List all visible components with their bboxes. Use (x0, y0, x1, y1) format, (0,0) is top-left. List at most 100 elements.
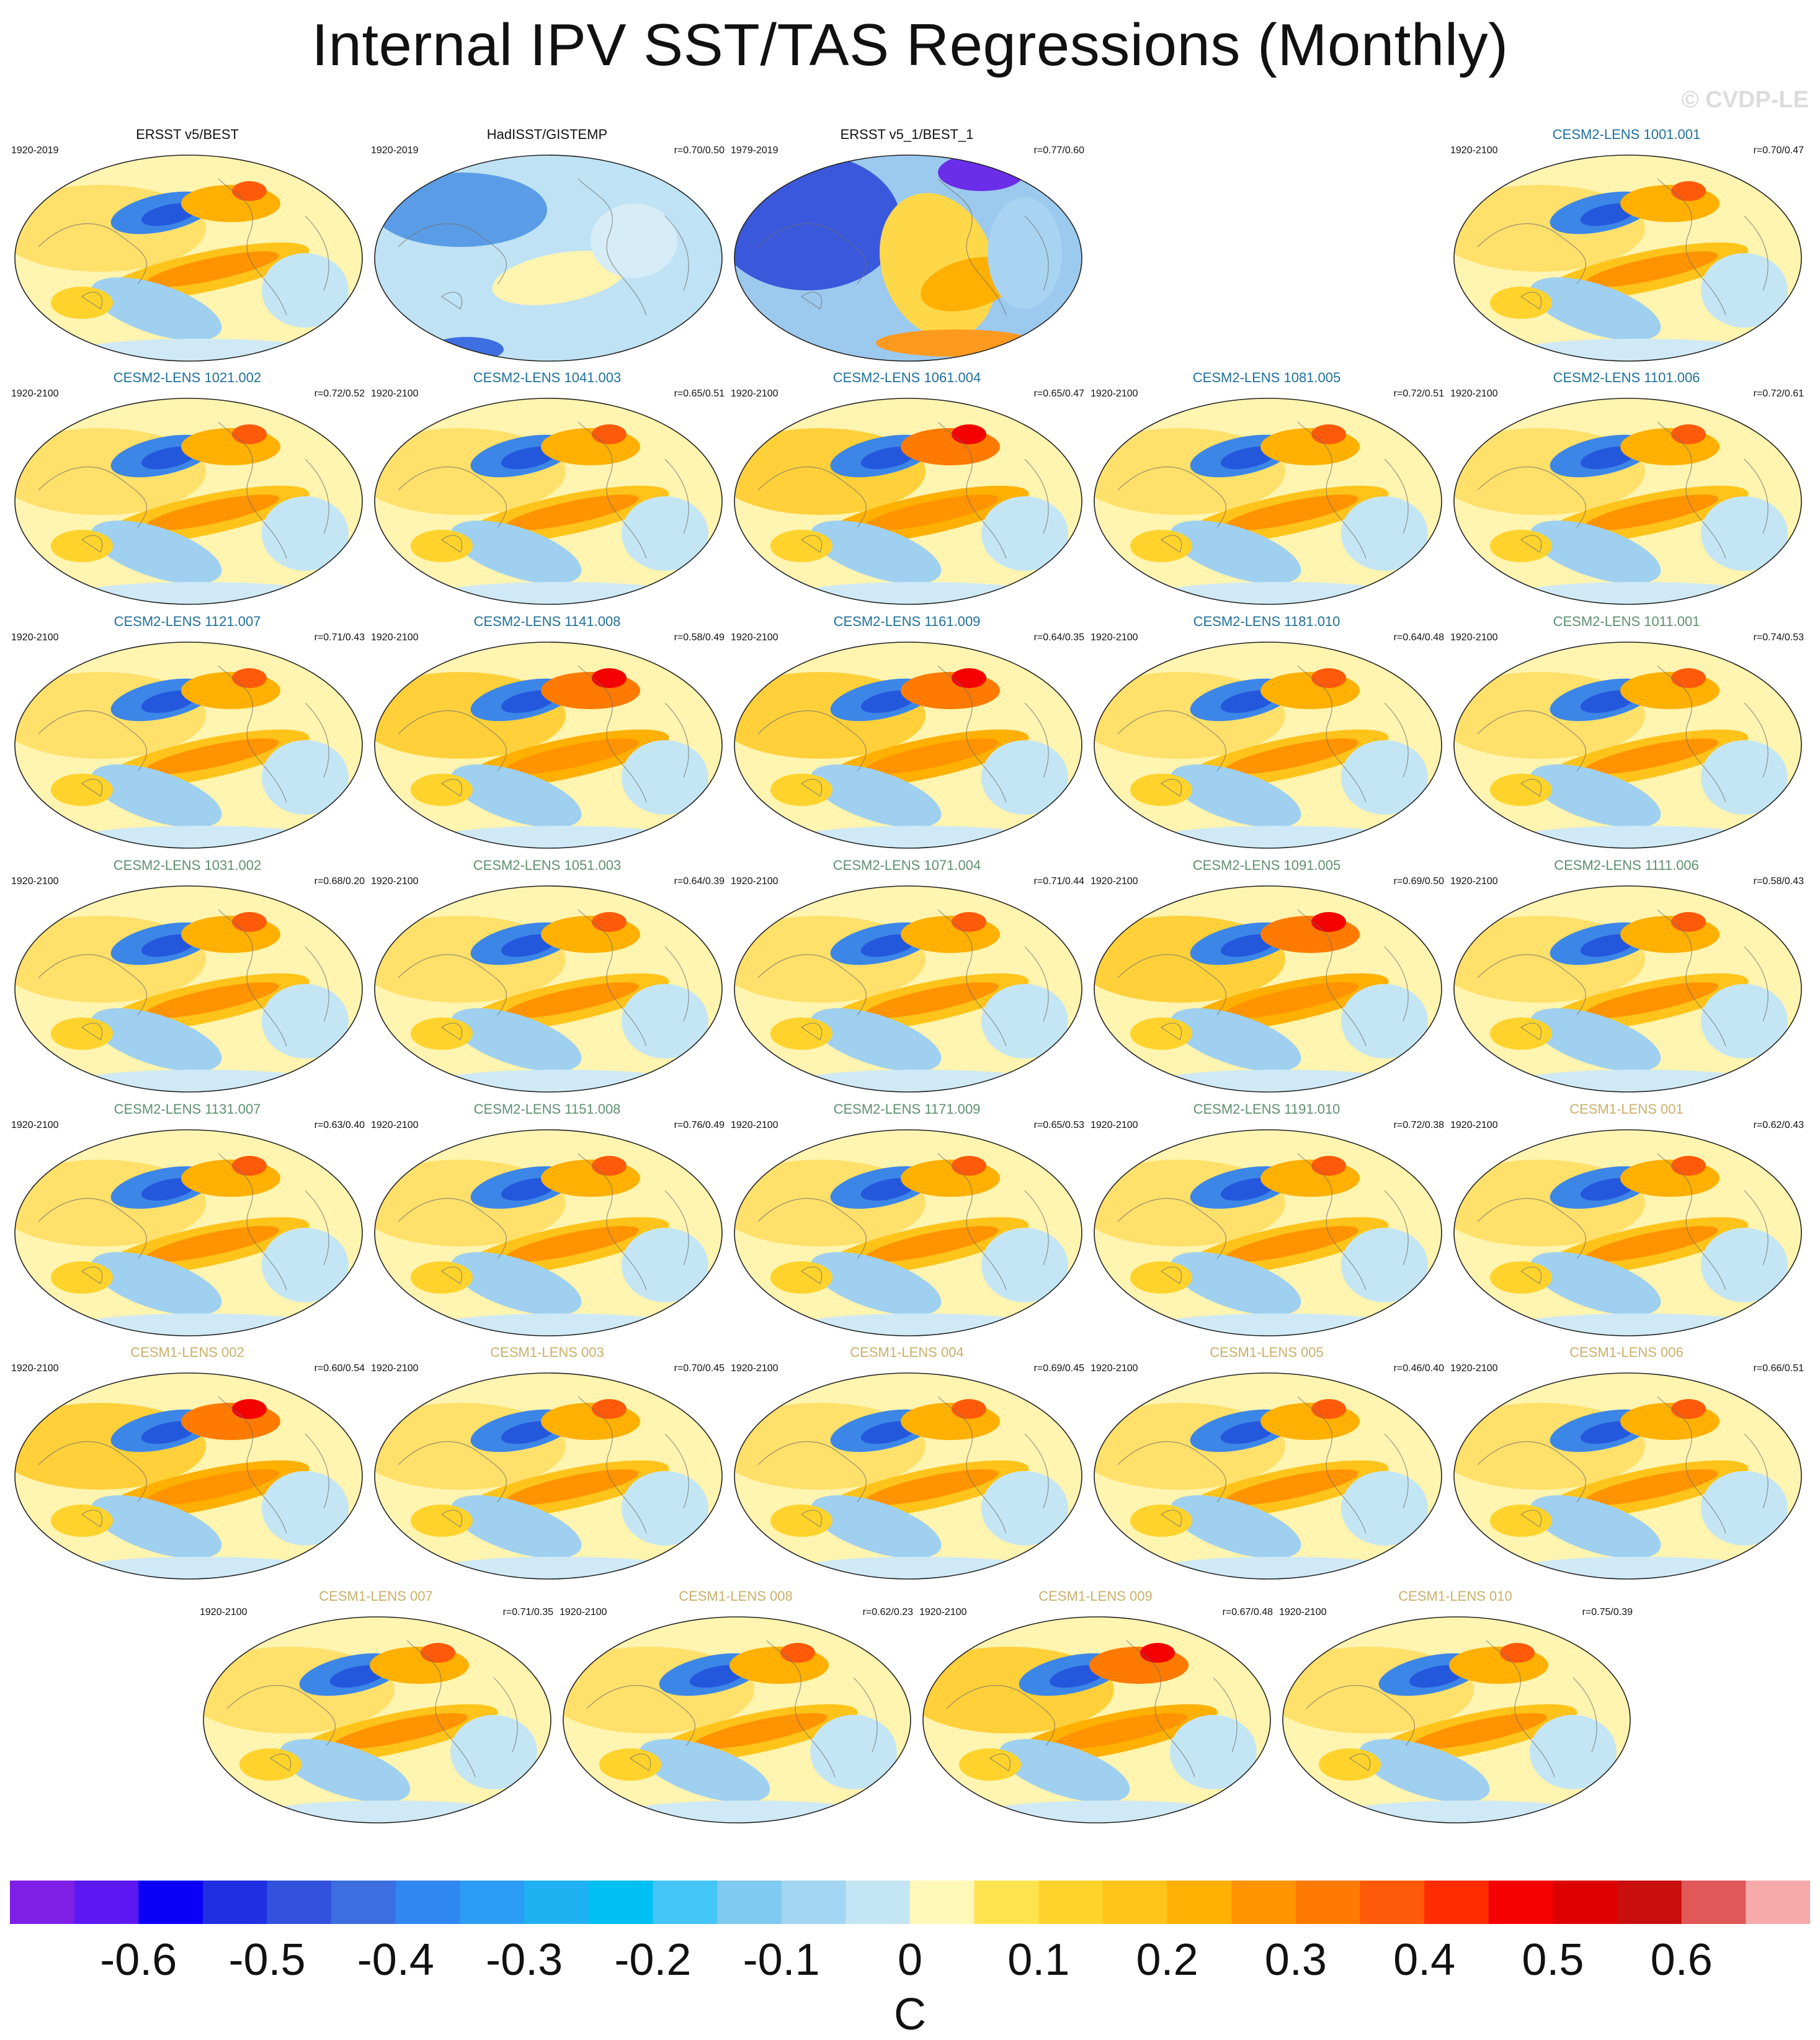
cool-anomaly-south-atlantic (622, 984, 708, 1058)
cold-core-north-pacific (501, 1178, 556, 1201)
cool-anomaly-south-pacific (1358, 1738, 1490, 1803)
coastline (38, 1396, 329, 1534)
warm-core-tropical-pacific (1584, 494, 1718, 530)
panel-period: 1920-2100 (200, 1607, 248, 1617)
panel-correlation: r=0.74/0.53 (1753, 632, 1804, 643)
map-panel: ERSST v5_1/BEST_1 1979-2019 r=0.77/0.60 (727, 127, 1087, 362)
coastline (1477, 178, 1769, 316)
regression-map (1094, 398, 1442, 605)
hot-core-north-america (1500, 1643, 1535, 1663)
colorbar-tick-label: 0.1 (1007, 1935, 1070, 1985)
warm-core-tropical-pacific (1584, 738, 1718, 774)
map-field (1094, 1373, 1442, 1579)
panel-correlation: r=0.62/0.23 (862, 1607, 913, 1617)
panel-title: CESM1-LENS 008 (679, 1588, 793, 1604)
regression-map (374, 1372, 723, 1580)
map-border (203, 1616, 551, 1823)
panel-correlation: r=0.71/0.44 (1033, 876, 1084, 887)
panel-title: CESM2-LENS 1071.004 (832, 857, 981, 873)
warm-core-tropical-pacific (1224, 982, 1358, 1018)
warm-anomaly-australia (411, 1505, 473, 1537)
cool-anomaly-south-atlantic (1701, 984, 1788, 1058)
coastline (38, 178, 329, 316)
cool-anomaly-south-pacific (1530, 1495, 1661, 1559)
hot-core-north-america (592, 912, 627, 932)
warm-anomaly-australia (770, 774, 832, 806)
cold-core-north-pacific (329, 1665, 385, 1688)
cool-anomaly-south-pacific (91, 277, 222, 341)
hot-core-north-america (232, 1399, 267, 1419)
map-panel: CESM1-LENS 006 1920-2100 r=0.66/0.51 (1447, 1344, 1806, 1580)
regression-map (734, 642, 1082, 849)
cool-anomaly-south-atlantic (450, 1715, 537, 1789)
regression-map (734, 1372, 1082, 1580)
map-field (1454, 155, 1801, 361)
panel-period: 1920-2100 (731, 1363, 778, 1374)
warm-anomaly-australia (770, 1261, 832, 1294)
colorbar-tick-label: -0.2 (614, 1935, 692, 1985)
map-field (15, 398, 362, 604)
coastline (586, 1640, 878, 1778)
cold-core-north-pacific (141, 690, 197, 714)
panel-correlation: r=0.64/0.39 (674, 876, 725, 887)
panel-correlation: r=0.65/0.51 (674, 388, 725, 399)
warm-anomaly-australia (51, 530, 113, 562)
cool-anomaly-south-pacific (1530, 1251, 1661, 1316)
warm-core-tropical-pacific (505, 738, 639, 774)
coastline (946, 1640, 1238, 1778)
panel-title: CESM1-LENS 009 (1038, 1588, 1153, 1604)
regression-map (1453, 1129, 1802, 1336)
hot-core-north-america (1311, 424, 1346, 444)
cool-anomaly-south-atlantic (981, 740, 1068, 815)
coastline (38, 909, 329, 1047)
colorbar-swatch (910, 1881, 975, 1924)
map-border (1282, 1616, 1631, 1823)
colorbar-tick-label: -0.5 (228, 1935, 306, 1985)
cool-anomaly-south-atlantic (1701, 740, 1788, 815)
cool-anomaly-south-pacific (1170, 520, 1301, 584)
cool-anomaly-south-pacific (810, 520, 942, 584)
map-border (734, 398, 1082, 605)
regression-map (1094, 642, 1442, 849)
warm-anomaly-australia (959, 1748, 1021, 1781)
warm-core-tropical-pacific (865, 1469, 999, 1505)
coastline (398, 1153, 689, 1291)
map-panel: CESM2-LENS 1131.007 1920-2100 r=0.63/0.40 (7, 1101, 367, 1337)
hot-core-north-america (1671, 424, 1706, 444)
cool-anomaly-south-atlantic (1701, 253, 1788, 328)
colorbar-swatch (1617, 1881, 1682, 1924)
map-panel: CESM2-LENS 1081.005 1920-2100 r=0.72/0.51 (1087, 370, 1447, 606)
panel-title: CESM2-LENS 1011.001 (1553, 614, 1700, 629)
regression-map (14, 398, 363, 605)
panel-correlation: r=0.63/0.40 (314, 1120, 365, 1130)
warm-anomaly-australia (1490, 1505, 1552, 1537)
panel-title: CESM1-LENS 006 (1569, 1344, 1684, 1360)
cool-anomaly-south-pacific (91, 520, 222, 584)
panel-title: CESM2-LENS 1131.007 (114, 1101, 261, 1117)
panel-period: 1979-2019 (731, 145, 778, 156)
panel-title: CESM1-LENS 004 (850, 1344, 964, 1360)
cool-anomaly-atlantic (988, 197, 1062, 309)
warm-core-tropical-pacific (1413, 1713, 1547, 1749)
cool-anomaly-south-pacific (1530, 1008, 1661, 1072)
panel-correlation: r=0.46/0.40 (1393, 1363, 1444, 1374)
coastline (398, 665, 689, 803)
map-field (375, 1130, 722, 1336)
map-border (374, 885, 723, 1093)
cool-anomaly-south-pacific (91, 1251, 222, 1316)
cool-anomaly-south-atlantic (1341, 984, 1428, 1058)
cool-anomaly-south-atlantic (262, 253, 349, 328)
hot-core-north-america (952, 424, 986, 444)
warm-anomaly-australia (1130, 774, 1192, 806)
hot-core-north-america (952, 1399, 986, 1419)
cool-anomaly-south-atlantic (262, 1471, 349, 1546)
map-panel: CESM2-LENS 1011.001 1920-2100 r=0.74/0.53 (1447, 614, 1806, 849)
cool-anomaly-south-pacific (810, 1251, 942, 1316)
cool-anomaly-south-atlantic (622, 1228, 708, 1302)
cold-core-north-pacific (1220, 446, 1276, 470)
panel-title: CESM2-LENS 1021.002 (113, 370, 262, 385)
panel-title: CESM2-LENS 1051.003 (473, 857, 622, 873)
cold-anomaly-north (375, 172, 547, 247)
warm-core-tropical-pacific (505, 1226, 639, 1262)
map-panel: CESM2-LENS 1091.005 1920-2100 r=0.69/0.50 (1087, 857, 1447, 1093)
